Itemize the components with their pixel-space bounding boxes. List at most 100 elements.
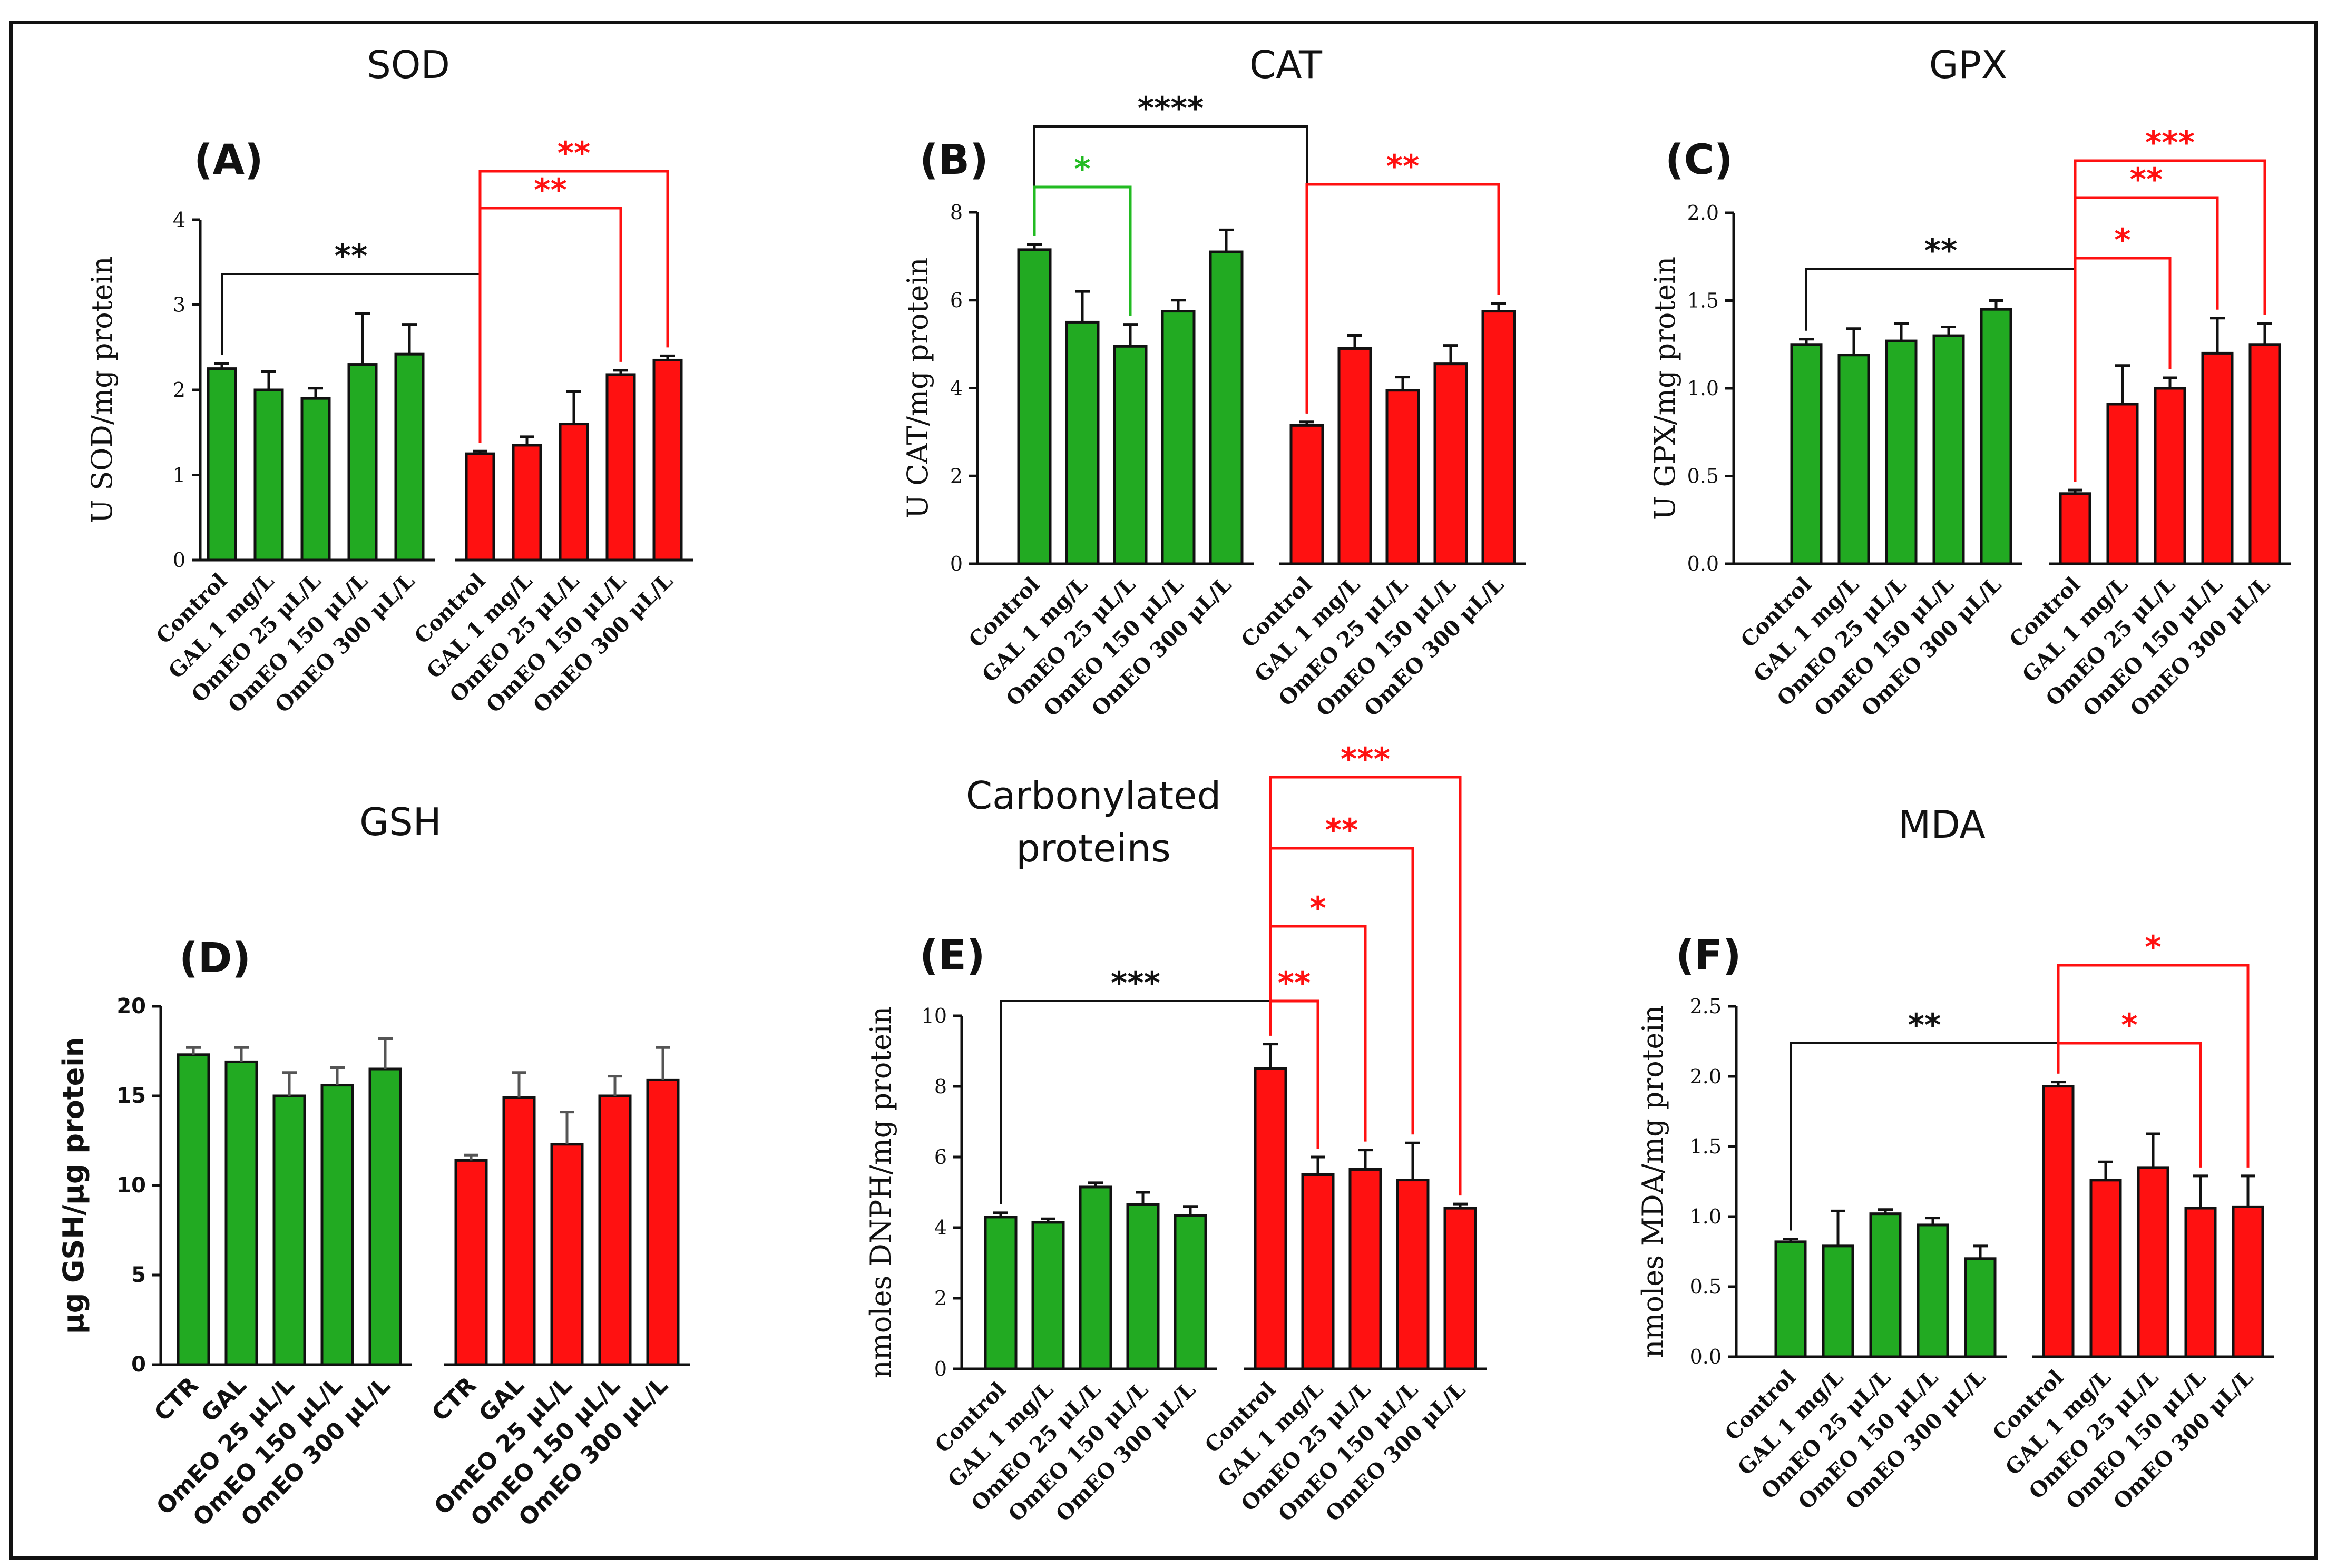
bar <box>2059 492 2091 565</box>
significance-label: **** <box>1138 90 1204 127</box>
bar <box>454 1159 488 1366</box>
bar <box>652 358 683 562</box>
y-tick-label: 0 <box>173 548 185 572</box>
bar <box>2248 343 2281 565</box>
y-tick-label: 2.0 <box>1690 1065 1722 1088</box>
y-tick-label: 0.5 <box>1687 465 1719 488</box>
bar <box>1385 389 1420 565</box>
bar <box>347 363 378 562</box>
panel-c: GPX(C)0.00.51.01.52.0U GPX/mg proteinCon… <box>1648 43 2291 721</box>
significance-label: * <box>1074 151 1090 188</box>
y-axis-label: U CAT/mg protein <box>901 258 934 519</box>
y-axis-label: U SOD/mg protein <box>85 257 119 524</box>
bar <box>1174 1214 1207 1370</box>
bar <box>368 1067 402 1366</box>
bar <box>512 444 542 562</box>
y-tick-label: 0 <box>950 552 963 575</box>
bar <box>1017 248 1052 565</box>
bar <box>1301 1173 1335 1370</box>
bar <box>1837 354 1870 565</box>
significance-label: ** <box>1386 148 1420 185</box>
bar <box>1348 1168 1382 1370</box>
y-tick-label: 6 <box>950 289 963 312</box>
bar <box>320 1084 354 1366</box>
bar <box>550 1143 584 1366</box>
bar <box>2089 1179 2122 1358</box>
bar <box>2232 1205 2264 1358</box>
significance-label: ** <box>534 172 567 209</box>
y-tick-label: 3 <box>173 293 185 317</box>
y-tick-label: 1.0 <box>1690 1205 1722 1228</box>
bar <box>1774 1240 1807 1358</box>
y-tick-label: 1 <box>173 464 185 487</box>
significance-bracket <box>478 207 622 443</box>
y-tick-label: 10 <box>116 1173 146 1198</box>
y-tick-label: 0 <box>934 1357 947 1380</box>
significance-bracket <box>2057 964 2250 1168</box>
bar <box>1433 362 1468 565</box>
y-tick-label: 8 <box>934 1075 947 1098</box>
significance-label: *** <box>1341 741 1390 778</box>
bar <box>1031 1221 1065 1370</box>
significance-bracket <box>1033 185 1132 316</box>
bar <box>559 423 589 562</box>
bar <box>300 397 331 562</box>
bar <box>1443 1207 1477 1370</box>
y-tick-label: 1.5 <box>1690 1135 1722 1158</box>
y-tick-label: 4 <box>934 1216 947 1239</box>
panel-e: Carbonylated proteins (E) 0 2 4 6 8 10 nmoles DNP… <box>864 741 1487 1526</box>
bar <box>984 1216 1018 1370</box>
y-tick-label: 8 <box>950 201 963 224</box>
significance-label: ** <box>558 135 591 172</box>
significance-bracket <box>2074 196 2219 482</box>
bar <box>207 367 237 562</box>
bar <box>1161 310 1196 565</box>
bar <box>394 352 425 562</box>
bar <box>2042 1085 2075 1358</box>
x-tick-label: CTR <box>149 1372 204 1427</box>
y-axis-label: nmoles DNPH/mg protein <box>864 1006 897 1378</box>
bar <box>1113 345 1148 565</box>
y-tick-label: 6 <box>934 1145 947 1169</box>
y-tick-label: 1.0 <box>1687 377 1719 400</box>
bar <box>1126 1203 1160 1370</box>
bar <box>1289 424 1324 565</box>
panel-f: MDA (F) 0.0 0.5 1.0 1.5 2.0 2.5 nmoles MDA/mg pr… <box>1636 802 2274 1514</box>
significance-bracket <box>2074 159 2266 482</box>
bar <box>1932 334 1965 565</box>
y-tick-label: 4 <box>173 208 185 231</box>
panel-label: (D) <box>179 935 251 982</box>
y-tick-label: 0.0 <box>1687 552 1719 575</box>
bar <box>1481 310 1516 565</box>
y-axis-label: nmoles MDA/mg protein <box>1636 1005 1669 1358</box>
bar <box>1980 308 2012 565</box>
chart-title: CAT <box>1249 43 1323 87</box>
bar <box>465 452 495 562</box>
bar <box>1964 1257 1997 1358</box>
y-tick-label: 2.0 <box>1687 201 1719 224</box>
bar <box>605 373 636 562</box>
panel-label: (A) <box>194 136 263 184</box>
y-axis-label: μg GSH/μg protein <box>57 1037 90 1334</box>
y-tick-label: 15 <box>116 1084 146 1108</box>
chart-title: MDA <box>1898 802 1986 847</box>
figure-border <box>9 21 2318 1560</box>
y-tick-label: 2 <box>934 1287 947 1310</box>
bar <box>2201 351 2234 565</box>
y-tick-label: 5 <box>131 1263 146 1287</box>
significance-label: *** <box>1111 965 1160 1002</box>
bar <box>1822 1244 1854 1358</box>
y-tick-label: 0.5 <box>1690 1275 1722 1298</box>
panel-label: (E) <box>920 932 985 979</box>
bar <box>502 1096 536 1366</box>
bar <box>1917 1223 1949 1358</box>
bar <box>2184 1207 2217 1358</box>
y-tick-label: 1.5 <box>1687 289 1719 312</box>
significance-bracket <box>478 170 669 443</box>
significance-label: ** <box>1908 1007 1941 1044</box>
chart-title-line: Carbonylated <box>966 773 1221 818</box>
